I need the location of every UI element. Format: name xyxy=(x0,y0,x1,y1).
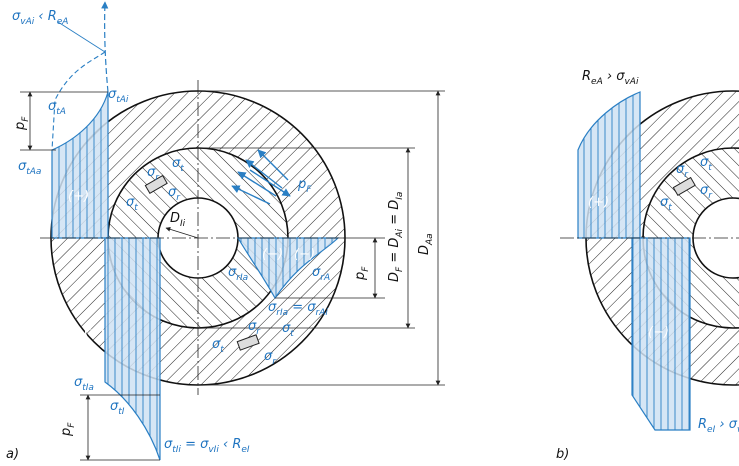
label-text: D xyxy=(387,238,402,248)
label-subscript: Ii xyxy=(180,219,186,229)
label-text: = xyxy=(288,300,307,315)
label-subscript: rIa xyxy=(276,308,288,318)
label-subscript: rAi xyxy=(316,308,329,318)
label-subscript: t xyxy=(180,164,184,174)
label: pF xyxy=(59,422,77,437)
label-text: (−) xyxy=(262,247,283,262)
label-text: = xyxy=(387,248,402,267)
label-text: b) xyxy=(556,447,569,462)
label: (−) xyxy=(648,325,669,340)
label-subscript: tAi xyxy=(116,95,129,105)
label-subscript: tI xyxy=(118,407,125,417)
label: (+) xyxy=(588,195,609,210)
label-text: › xyxy=(603,69,616,84)
label-text: = xyxy=(387,210,402,229)
label-text: R xyxy=(48,9,57,24)
label-text: (−) xyxy=(294,247,315,262)
label-text: = xyxy=(181,437,200,452)
label-subscript: eA xyxy=(57,17,69,27)
label-subscript: tA xyxy=(56,107,66,117)
label: pF xyxy=(13,116,31,131)
label-subscript: F xyxy=(306,185,312,195)
label-text: ‹ xyxy=(219,437,232,452)
label-text: D xyxy=(170,211,180,226)
label-text: p xyxy=(297,177,306,192)
label: (−) xyxy=(294,247,315,262)
label-text: a) xyxy=(6,447,19,462)
label-subscript: t xyxy=(668,203,672,213)
label: σtIa xyxy=(74,375,94,393)
label-subscript: Aa xyxy=(425,233,435,246)
label: σvAi ‹ ReA xyxy=(12,9,68,27)
label: DAa xyxy=(417,233,435,255)
label: b) xyxy=(556,447,569,462)
label-text: p xyxy=(13,122,28,131)
label: σtA xyxy=(48,99,66,117)
label-subscript: F xyxy=(21,116,31,122)
label-text: D xyxy=(417,245,432,255)
label-subscript: Ai xyxy=(395,228,405,238)
label-text: D xyxy=(387,272,402,282)
label: (−) xyxy=(262,247,283,262)
label: ReA › σvAi xyxy=(582,69,639,87)
label-subscript: tIa xyxy=(82,383,94,393)
label-text: D xyxy=(387,200,402,210)
label-subscript: vIi xyxy=(208,445,219,455)
label: (−) xyxy=(84,323,105,338)
label: σtI xyxy=(110,399,125,417)
label-text: (+) xyxy=(68,189,89,204)
label: DF = DAi = DIa xyxy=(387,192,405,282)
label-text: p xyxy=(59,428,74,437)
panel-b xyxy=(560,91,739,430)
label-subscript: t xyxy=(708,163,712,173)
label-subscript: t xyxy=(290,329,294,339)
label-subscript: vAi xyxy=(624,77,638,87)
label-subscript: rIa xyxy=(236,273,248,283)
label: σtIi = σvIi ‹ ReI xyxy=(164,437,250,455)
label-text: (−) xyxy=(84,323,105,338)
label-text: R xyxy=(582,69,591,84)
label-subscript: eA xyxy=(591,77,603,87)
label-subscript: tAa xyxy=(26,167,41,177)
label-subscript: vAi xyxy=(20,17,34,27)
label-subscript: rA xyxy=(320,273,330,283)
label-text: (−) xyxy=(648,325,669,340)
label-text: R xyxy=(698,417,707,432)
label-text: p xyxy=(353,272,368,281)
label-subscript: t xyxy=(220,345,224,355)
label-subscript: F xyxy=(67,422,77,428)
label-subscript: F xyxy=(361,266,371,272)
label-text: ‹ xyxy=(34,9,47,24)
label: ReI › σv xyxy=(698,417,739,435)
label-subscript: eI xyxy=(241,445,250,455)
label-text: › xyxy=(715,417,728,432)
label: σtAa xyxy=(18,159,41,177)
label-subscript: Ia xyxy=(395,192,405,200)
label: pF xyxy=(353,266,371,281)
label: (+) xyxy=(68,189,89,204)
label: σtAi xyxy=(108,87,129,105)
label: a) xyxy=(6,447,19,462)
diagram: σvAi ‹ ReAσtAiσtApFσtAa(+)σrσtσrσtDIipF(… xyxy=(0,0,739,466)
label-text: (+) xyxy=(588,195,609,210)
label-text: R xyxy=(232,437,241,452)
label-subscript: t xyxy=(134,203,138,213)
